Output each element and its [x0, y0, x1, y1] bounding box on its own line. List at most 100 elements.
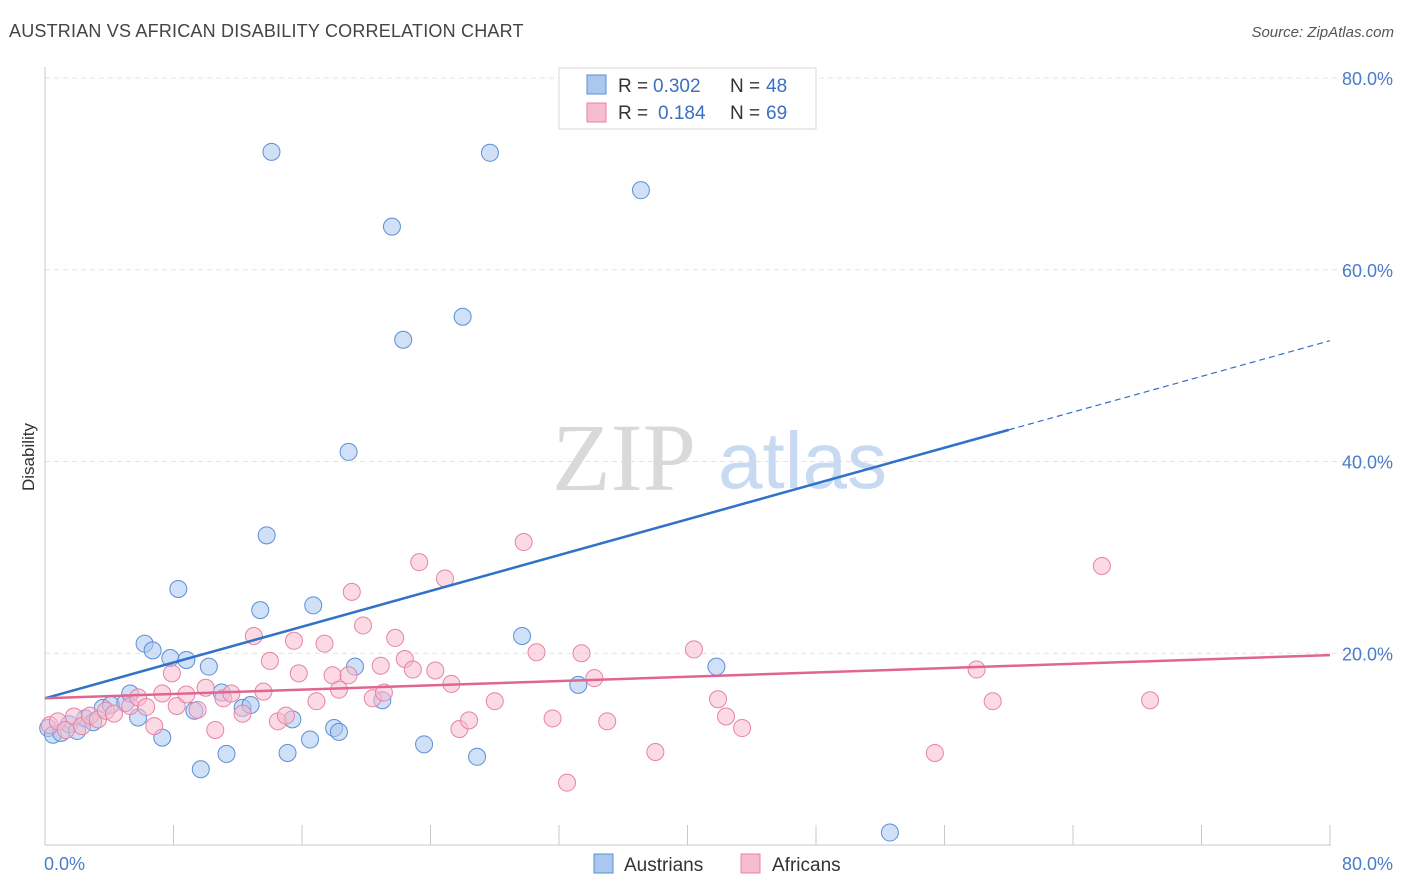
point-africans-62 — [925, 743, 944, 762]
point-africans-59 — [709, 690, 728, 709]
legend-n-value-africans: 69 — [766, 103, 787, 124]
y-tick-label-2: 60.0% — [1342, 261, 1393, 281]
y-tick-label-1: 40.0% — [1342, 453, 1393, 473]
legend-r-label-africans: R = — [618, 103, 648, 124]
legend-n-label-austrians: N = — [730, 76, 760, 97]
legend-box: R = 0.302 N = 48 R = 0.184 N = 69 — [558, 67, 817, 130]
bottom-legend: Austrians Africans — [593, 853, 841, 876]
legend-swatch-austrians — [586, 74, 607, 95]
data-points — [39, 142, 1160, 842]
bottom-legend-label-austrians: Austrians — [624, 855, 703, 876]
axes — [44, 67, 1331, 846]
point-africans-28 — [284, 631, 303, 650]
legend-swatch-africans — [586, 102, 607, 123]
point-africans-61 — [733, 719, 752, 738]
point-austrians-47 — [880, 823, 899, 842]
bottom-legend-label-africans: Africans — [772, 855, 841, 876]
legend-n-value-austrians: 48 — [766, 76, 787, 97]
point-africans-12 — [145, 717, 164, 736]
point-africans-64 — [983, 692, 1002, 711]
point-africans-22 — [233, 704, 252, 723]
point-austrians-33 — [329, 722, 348, 741]
point-austrians-40 — [453, 307, 472, 326]
x-tick-label-max: 80.0% — [1342, 854, 1393, 874]
point-austrians-19 — [191, 760, 210, 779]
point-africans-50 — [514, 533, 533, 552]
point-austrians-38 — [394, 330, 413, 349]
trend-line-africans — [44, 653, 1331, 700]
y-tick-labels: 20.0% 40.0% 60.0% 80.0% — [1342, 69, 1393, 664]
chart-title: AUSTRIAN VS AFRICAN DISABILITY CORRELATI… — [9, 21, 524, 41]
point-africans-54 — [572, 644, 591, 663]
point-africans-56 — [598, 712, 617, 731]
point-africans-17 — [188, 700, 207, 719]
point-austrians-25 — [251, 601, 270, 620]
point-africans-25 — [260, 651, 279, 670]
point-africans-57 — [646, 743, 665, 762]
point-africans-40 — [386, 628, 405, 647]
legend-n-label-africans: N = — [730, 103, 760, 124]
point-austrians-45 — [631, 181, 650, 200]
trend-lines — [44, 340, 1331, 700]
point-africans-15 — [167, 696, 186, 715]
legend-r-label-austrians: R = — [618, 76, 648, 97]
grid-lines — [45, 77, 1393, 654]
x-tick-label-min: 0.0% — [44, 854, 85, 874]
point-austrians-31 — [304, 596, 323, 615]
point-austrians-34 — [339, 442, 358, 461]
watermark: ZIP atlas — [552, 404, 887, 511]
point-austrians-44 — [569, 675, 588, 694]
point-africans-60 — [717, 707, 736, 726]
point-austrians-13 — [143, 641, 162, 660]
point-africans-49 — [485, 692, 504, 711]
bottom-legend-swatch-austrians — [593, 853, 614, 874]
point-africans-66 — [1141, 691, 1160, 710]
trend-line-austrians — [44, 428, 1010, 700]
point-africans-52 — [543, 709, 562, 728]
point-africans-58 — [684, 640, 703, 659]
watermark-zip: ZIP — [552, 404, 696, 511]
point-austrians-39 — [415, 735, 434, 754]
y-tick-label-0: 20.0% — [1342, 644, 1393, 664]
point-africans-53 — [558, 773, 577, 792]
point-africans-35 — [342, 582, 361, 601]
point-africans-31 — [315, 634, 334, 653]
point-africans-51 — [527, 643, 546, 662]
legend-r-value-africans: 0.184 — [658, 103, 706, 124]
point-africans-19 — [206, 720, 225, 739]
legend-r-value-austrians: 0.302 — [653, 76, 701, 97]
y-axis-title: Disability — [19, 422, 38, 491]
point-africans-11 — [137, 697, 156, 716]
point-austrians-27 — [262, 142, 281, 161]
point-austrians-28 — [278, 743, 297, 762]
point-africans-14 — [162, 664, 181, 683]
point-austrians-37 — [382, 217, 401, 236]
y-tick-label-3: 80.0% — [1342, 69, 1393, 89]
point-austrians-43 — [513, 626, 532, 645]
point-austrians-46 — [707, 657, 726, 676]
point-africans-30 — [307, 692, 326, 711]
point-austrians-41 — [468, 747, 487, 766]
point-africans-34 — [339, 666, 358, 685]
point-austrians-20 — [199, 657, 218, 676]
point-africans-43 — [410, 553, 429, 572]
point-africans-36 — [354, 616, 373, 635]
trend-extension-austrians — [1008, 340, 1331, 431]
point-africans-29 — [289, 664, 308, 683]
bottom-legend-swatch-africans — [740, 853, 761, 874]
point-africans-48 — [460, 711, 479, 730]
point-africans-65 — [1092, 557, 1111, 576]
point-austrians-42 — [480, 143, 499, 162]
point-austrians-26 — [257, 526, 276, 545]
point-africans-63 — [967, 660, 986, 679]
point-austrians-30 — [301, 730, 320, 749]
point-africans-55 — [585, 669, 604, 688]
point-africans-42 — [403, 660, 422, 679]
point-austrians-22 — [217, 744, 236, 763]
chart-source: Source: ZipAtlas.com — [1251, 24, 1394, 41]
point-austrians-16 — [169, 580, 188, 599]
watermark-atlas: atlas — [718, 416, 887, 505]
point-africans-27 — [276, 706, 295, 725]
point-africans-8 — [105, 704, 124, 723]
